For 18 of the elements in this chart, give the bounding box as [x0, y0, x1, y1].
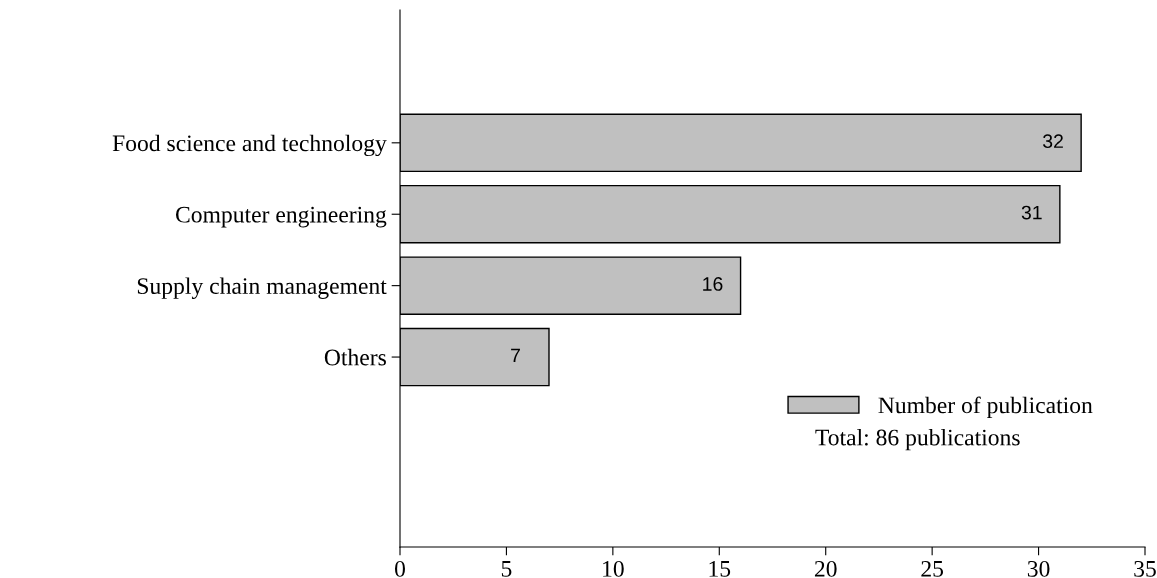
- legend-label: Number of publication: [878, 396, 1093, 419]
- x-tick-label: 20: [814, 560, 837, 577]
- data-label: 7: [511, 348, 520, 363]
- x-tick-label: 0: [395, 560, 405, 577]
- data-label: 16: [703, 277, 723, 291]
- y-tick-label: Food science and technology: [112, 134, 387, 157]
- x-tick-label: 5: [501, 561, 512, 577]
- text: Total: 86 publications: [815, 428, 1020, 451]
- y-tick-label: Supply chain management: [137, 277, 387, 299]
- x-tick-label: 35: [1134, 560, 1156, 577]
- data-label: 32: [1043, 134, 1063, 149]
- data-label: 31: [1021, 205, 1042, 220]
- x-tick-label: 25: [921, 560, 944, 577]
- y-tick-label: Others: [324, 348, 386, 366]
- x-tick-label: 15: [709, 560, 731, 577]
- y-tick-label: Computer engineering: [175, 206, 387, 228]
- x-tick-label: 10: [603, 560, 624, 577]
- x-tick-label: 30: [1027, 560, 1050, 577]
